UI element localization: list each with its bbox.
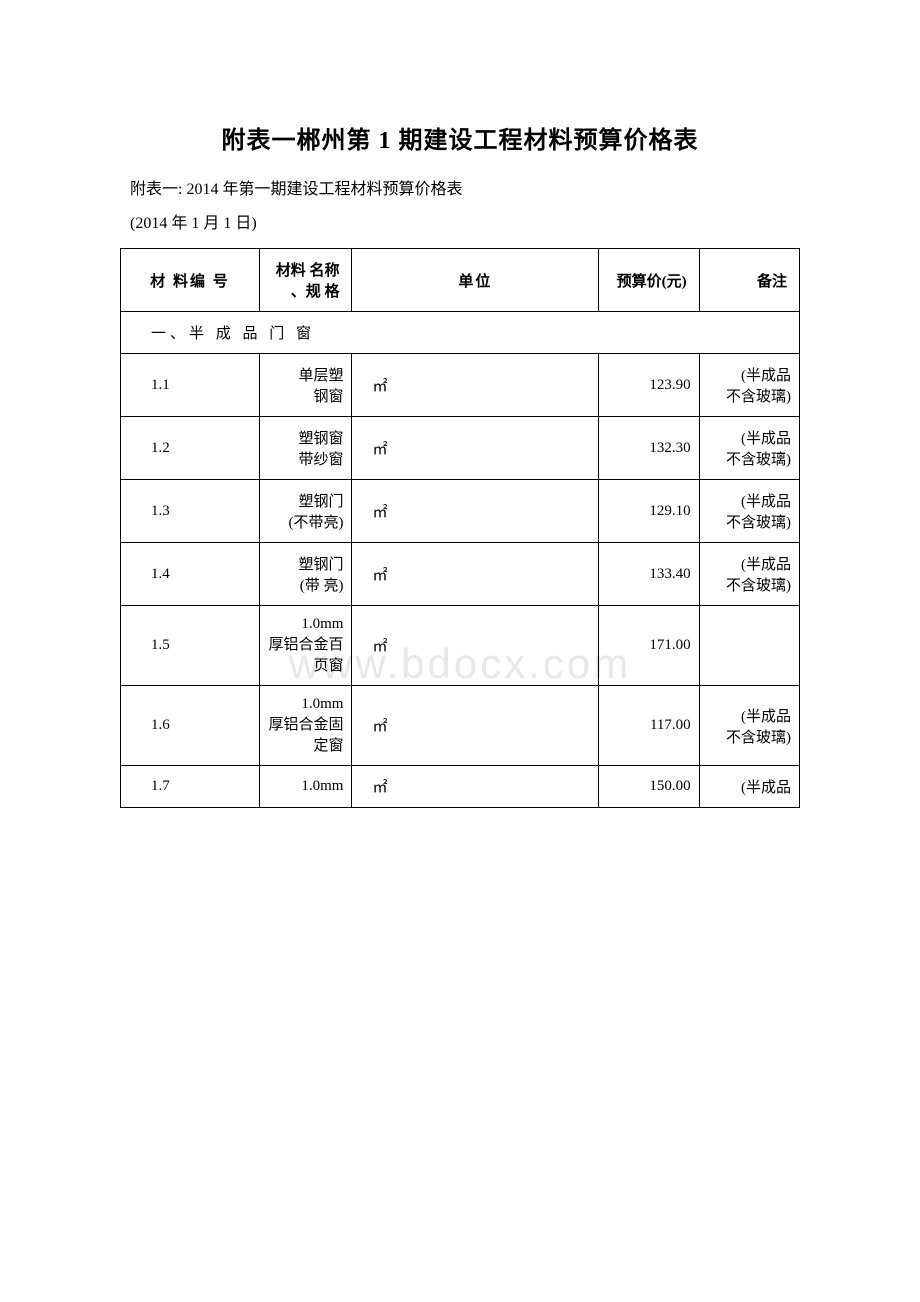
table-row: 1.2 塑钢窗带纱窗 ㎡ 132.30 (半成品不含玻璃) (121, 417, 800, 480)
cell-code: 1.4 (121, 543, 260, 606)
cell-price: 171.00 (599, 606, 699, 686)
header-note: 备注 (699, 249, 799, 312)
cell-name: 1.0mm (259, 766, 352, 808)
cell-unit: ㎡ (352, 766, 599, 808)
cell-price: 150.00 (599, 766, 699, 808)
cell-name: 塑钢门 (不带亮) (259, 480, 352, 543)
header-unit: 单位 (352, 249, 599, 312)
cell-unit: ㎡ (352, 354, 599, 417)
cell-note: (半成品不含玻璃) (699, 686, 799, 766)
cell-code: 1.6 (121, 686, 260, 766)
table-row: 1.4 塑钢门 (带 亮) ㎡ 133.40 (半成品不含玻璃) (121, 543, 800, 606)
cell-name: 塑钢门 (带 亮) (259, 543, 352, 606)
page-title: 附表一郴州第 1 期建设工程材料预算价格表 (120, 120, 800, 155)
cell-name: 塑钢窗带纱窗 (259, 417, 352, 480)
table-row: 1.6 1.0mm厚铝合金固定窗 ㎡ 117.00 (半成品不含玻璃) (121, 686, 800, 766)
cell-unit: ㎡ (352, 543, 599, 606)
cell-note: (半成品不含玻璃) (699, 543, 799, 606)
subtitle-text: 附表一: 2014 年第一期建设工程材料预算价格表 (120, 175, 800, 199)
cell-code: 1.3 (121, 480, 260, 543)
cell-unit: ㎡ (352, 686, 599, 766)
table-row: 1.5 1.0mm厚铝合金百页窗 ㎡ 171.00 (121, 606, 800, 686)
cell-name: 单层塑钢窗 (259, 354, 352, 417)
table-row: 1.1 单层塑钢窗 ㎡ 123.90 (半成品不含玻璃) (121, 354, 800, 417)
cell-note: (半成品 (699, 766, 799, 808)
cell-price: 129.10 (599, 480, 699, 543)
cell-price: 132.30 (599, 417, 699, 480)
cell-note: (半成品不含玻璃) (699, 354, 799, 417)
date-text: (2014 年 1 月 1 日) (120, 209, 800, 233)
price-table: 材 料编 号 材料 名称 、规 格 单位 预算价(元) 备注 一、半 成 品 门… (120, 248, 800, 808)
section-title: 一、半 成 品 门 窗 (121, 312, 800, 354)
cell-price: 133.40 (599, 543, 699, 606)
header-price: 预算价(元) (599, 249, 699, 312)
cell-unit: ㎡ (352, 606, 599, 686)
table-header-row: 材 料编 号 材料 名称 、规 格 单位 预算价(元) 备注 (121, 249, 800, 312)
header-material-code: 材 料编 号 (121, 249, 260, 312)
cell-price: 123.90 (599, 354, 699, 417)
cell-unit: ㎡ (352, 480, 599, 543)
table-row: 1.3 塑钢门 (不带亮) ㎡ 129.10 (半成品不含玻璃) (121, 480, 800, 543)
table-row: 1.7 1.0mm ㎡ 150.00 (半成品 (121, 766, 800, 808)
cell-note: (半成品不含玻璃) (699, 417, 799, 480)
cell-unit: ㎡ (352, 417, 599, 480)
cell-note (699, 606, 799, 686)
table-section-row: 一、半 成 品 门 窗 (121, 312, 800, 354)
cell-name: 1.0mm厚铝合金固定窗 (259, 686, 352, 766)
cell-code: 1.5 (121, 606, 260, 686)
cell-note: (半成品不含玻璃) (699, 480, 799, 543)
cell-code: 1.2 (121, 417, 260, 480)
header-material-name: 材料 名称 、规 格 (259, 249, 352, 312)
cell-code: 1.1 (121, 354, 260, 417)
cell-price: 117.00 (599, 686, 699, 766)
cell-code: 1.7 (121, 766, 260, 808)
cell-name: 1.0mm厚铝合金百页窗 (259, 606, 352, 686)
